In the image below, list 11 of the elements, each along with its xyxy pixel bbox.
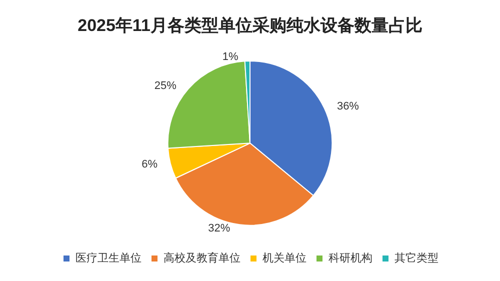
legend-label: 机关单位: [262, 252, 306, 264]
legend-label: 医疗卫生单位: [76, 252, 142, 264]
data-label: 25%: [154, 80, 177, 92]
legend-label: 科研机构: [328, 252, 372, 264]
data-label: 6%: [142, 158, 158, 171]
data-label: 1%: [222, 51, 239, 64]
chart-title: 2025年11月各类型单位采购纯水设备数量占比: [78, 16, 422, 35]
legend-label: 其它类型: [394, 252, 438, 264]
legend-label: 高校及教育单位: [164, 252, 240, 264]
data-label: 32%: [208, 222, 230, 235]
data-label: 36%: [336, 100, 360, 112]
